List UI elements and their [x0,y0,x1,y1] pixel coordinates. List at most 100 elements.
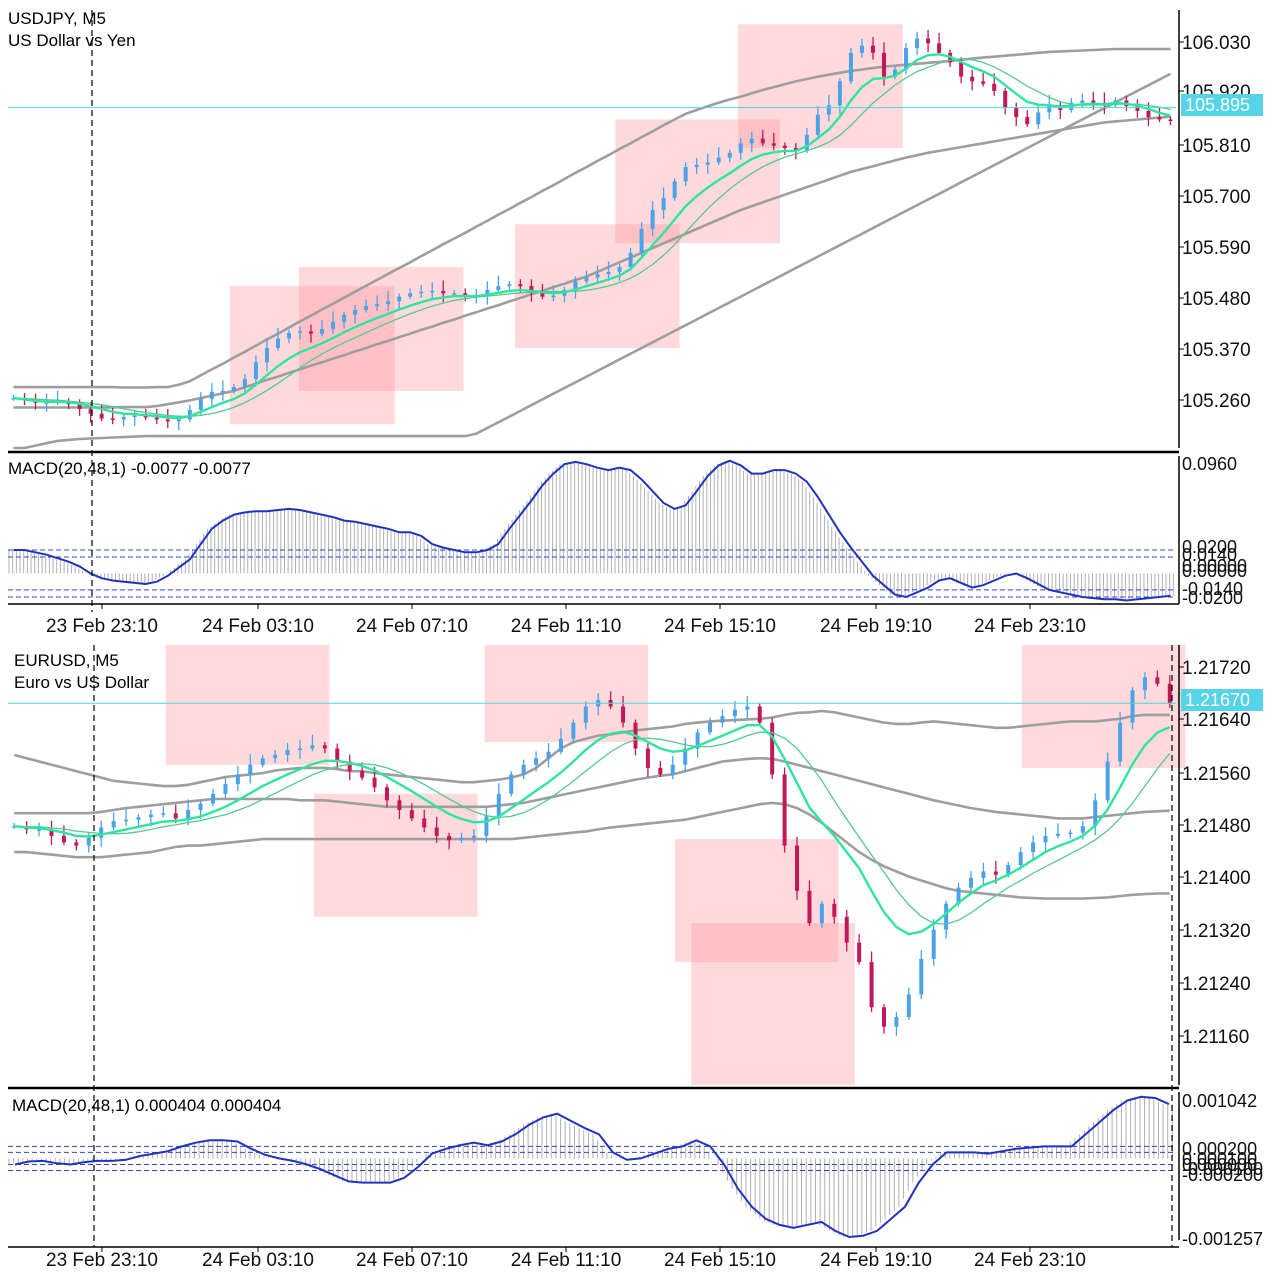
bottom-candle-body [384,787,389,801]
top-time-tick-label: 24 Feb 15:10 [664,616,776,637]
bottom-candle-body [621,706,626,723]
top-description-label: US Dollar vs Yen [8,31,136,50]
bottom-candle-body [1093,800,1098,827]
top-candle-body [804,134,809,151]
top-candle-body [1091,100,1096,103]
bottom-candle-body [1080,826,1085,833]
top-candle-body [353,309,358,315]
top-candle-body [298,331,302,333]
top-candle-body [441,290,446,294]
bottom-symbol-label: EURUSD, M5 [14,651,119,670]
bottom-candle-body [1068,832,1073,835]
top-candle-body [1025,117,1030,125]
bottom-candle-body [1043,835,1048,843]
top-candle-body [331,321,336,329]
bottom-candle-body [285,749,290,755]
bottom-candle-body [124,819,129,822]
top-candle-body [551,295,556,298]
top-price-tick-label: 105.810 [1182,136,1251,157]
top-symbol-label: USDJPY, M5 [8,9,106,28]
bottom-candle-body [49,829,54,836]
bottom-candle-body [61,835,66,843]
bottom-candle-body [670,764,675,775]
top-candle-body [507,284,512,287]
top-candle-body [44,402,49,404]
bottom-signal-box [691,923,855,1085]
top-candle-body [672,181,677,199]
bottom-candle-body [534,758,539,765]
top-candle-body [419,291,424,294]
bottom-price-tick-label: 1.21480 [1182,816,1251,837]
bottom-candle-body [459,837,464,841]
top-candle-body [893,69,898,77]
bottom-candle-body [770,722,775,775]
bottom-ma-fast-line [14,724,1171,936]
bottom-candle-body [1130,690,1135,723]
top-band-line [13,47,1171,389]
bottom-candle-body [1142,677,1147,691]
top-candle-body [176,419,181,422]
top-macd-tick-label: 0.0200 [1182,537,1237,557]
top-candle-body [661,198,666,210]
bottom-candle-body [819,903,824,924]
top-macd-label: MACD(20,48,1) -0.0077 -0.0077 [8,459,251,478]
top-candle-body [617,267,622,272]
bottom-candle-body [695,732,700,749]
top-candle-body [99,413,104,419]
bottom-candle-body [322,745,327,749]
top-candle-body [220,390,225,393]
bottom-candle-body [198,803,203,810]
bottom-candle-body [86,837,91,846]
bottom-candle-body [335,748,340,762]
bottom-candle-body [484,816,489,836]
top-time-tick-label: 24 Feb 11:10 [511,616,622,637]
top-candle-body [397,296,402,302]
top-macd-line [13,459,1171,602]
bottom-price-tick-label: 1.21640 [1182,710,1251,731]
top-band-line [13,115,1171,409]
bottom-macd-tick-label: -0.001257 [1182,1229,1263,1249]
bottom-candle-body [782,774,787,846]
top-candle-body [264,348,269,363]
top-candle-body [727,152,732,158]
top-macd-tick-label: 0.00000 [1182,561,1247,581]
top-candle-body [1168,119,1173,121]
bottom-price-tick-label: 1.21160 [1182,1027,1249,1048]
top-time-tick-label: 23 Feb 23:10 [46,616,158,637]
top-macd-tick-label: -0.0200 [1182,588,1243,608]
top-time-tick-label: 24 Feb 19:10 [820,616,932,637]
bottom-candle-body [832,903,837,917]
bottom-candle-body [1055,833,1060,836]
top-candle-body [1146,110,1151,118]
top-price-tick-label: 105.260 [1182,391,1251,412]
top-candle-body [760,138,765,144]
top-candle-body [782,145,787,149]
top-candle-body [209,391,214,399]
bottom-candle-body [521,764,526,775]
top-time-tick-label: 24 Feb 07:10 [356,616,468,637]
top-candle-body [518,284,523,287]
top-candle-body [595,274,600,278]
bottom-candle-body [844,916,849,943]
top-candle-body [1135,106,1140,111]
bottom-candle-body [496,793,501,817]
top-candle-body [716,157,721,163]
top-candle-body [485,289,490,296]
bottom-candle-body [148,814,153,818]
top-candle-body [198,398,203,410]
bottom-candle-body [360,771,365,778]
top-candle-body [826,105,831,115]
bottom-candle-body [273,755,278,759]
top-candle-body [231,387,236,391]
bottom-candle-body [732,709,737,717]
top-candle-body [606,271,611,275]
top-ma-slow-line [13,58,1171,417]
bottom-candle-body [1006,865,1011,875]
top-candle-body [452,293,457,295]
bottom-macd-tick-label: -0.000100 [1182,1159,1263,1179]
bottom-price-tick-label: 1.21240 [1182,974,1251,995]
bottom-candle-body [372,777,377,788]
top-candle-body [88,408,93,414]
top-candle-body [143,415,148,418]
